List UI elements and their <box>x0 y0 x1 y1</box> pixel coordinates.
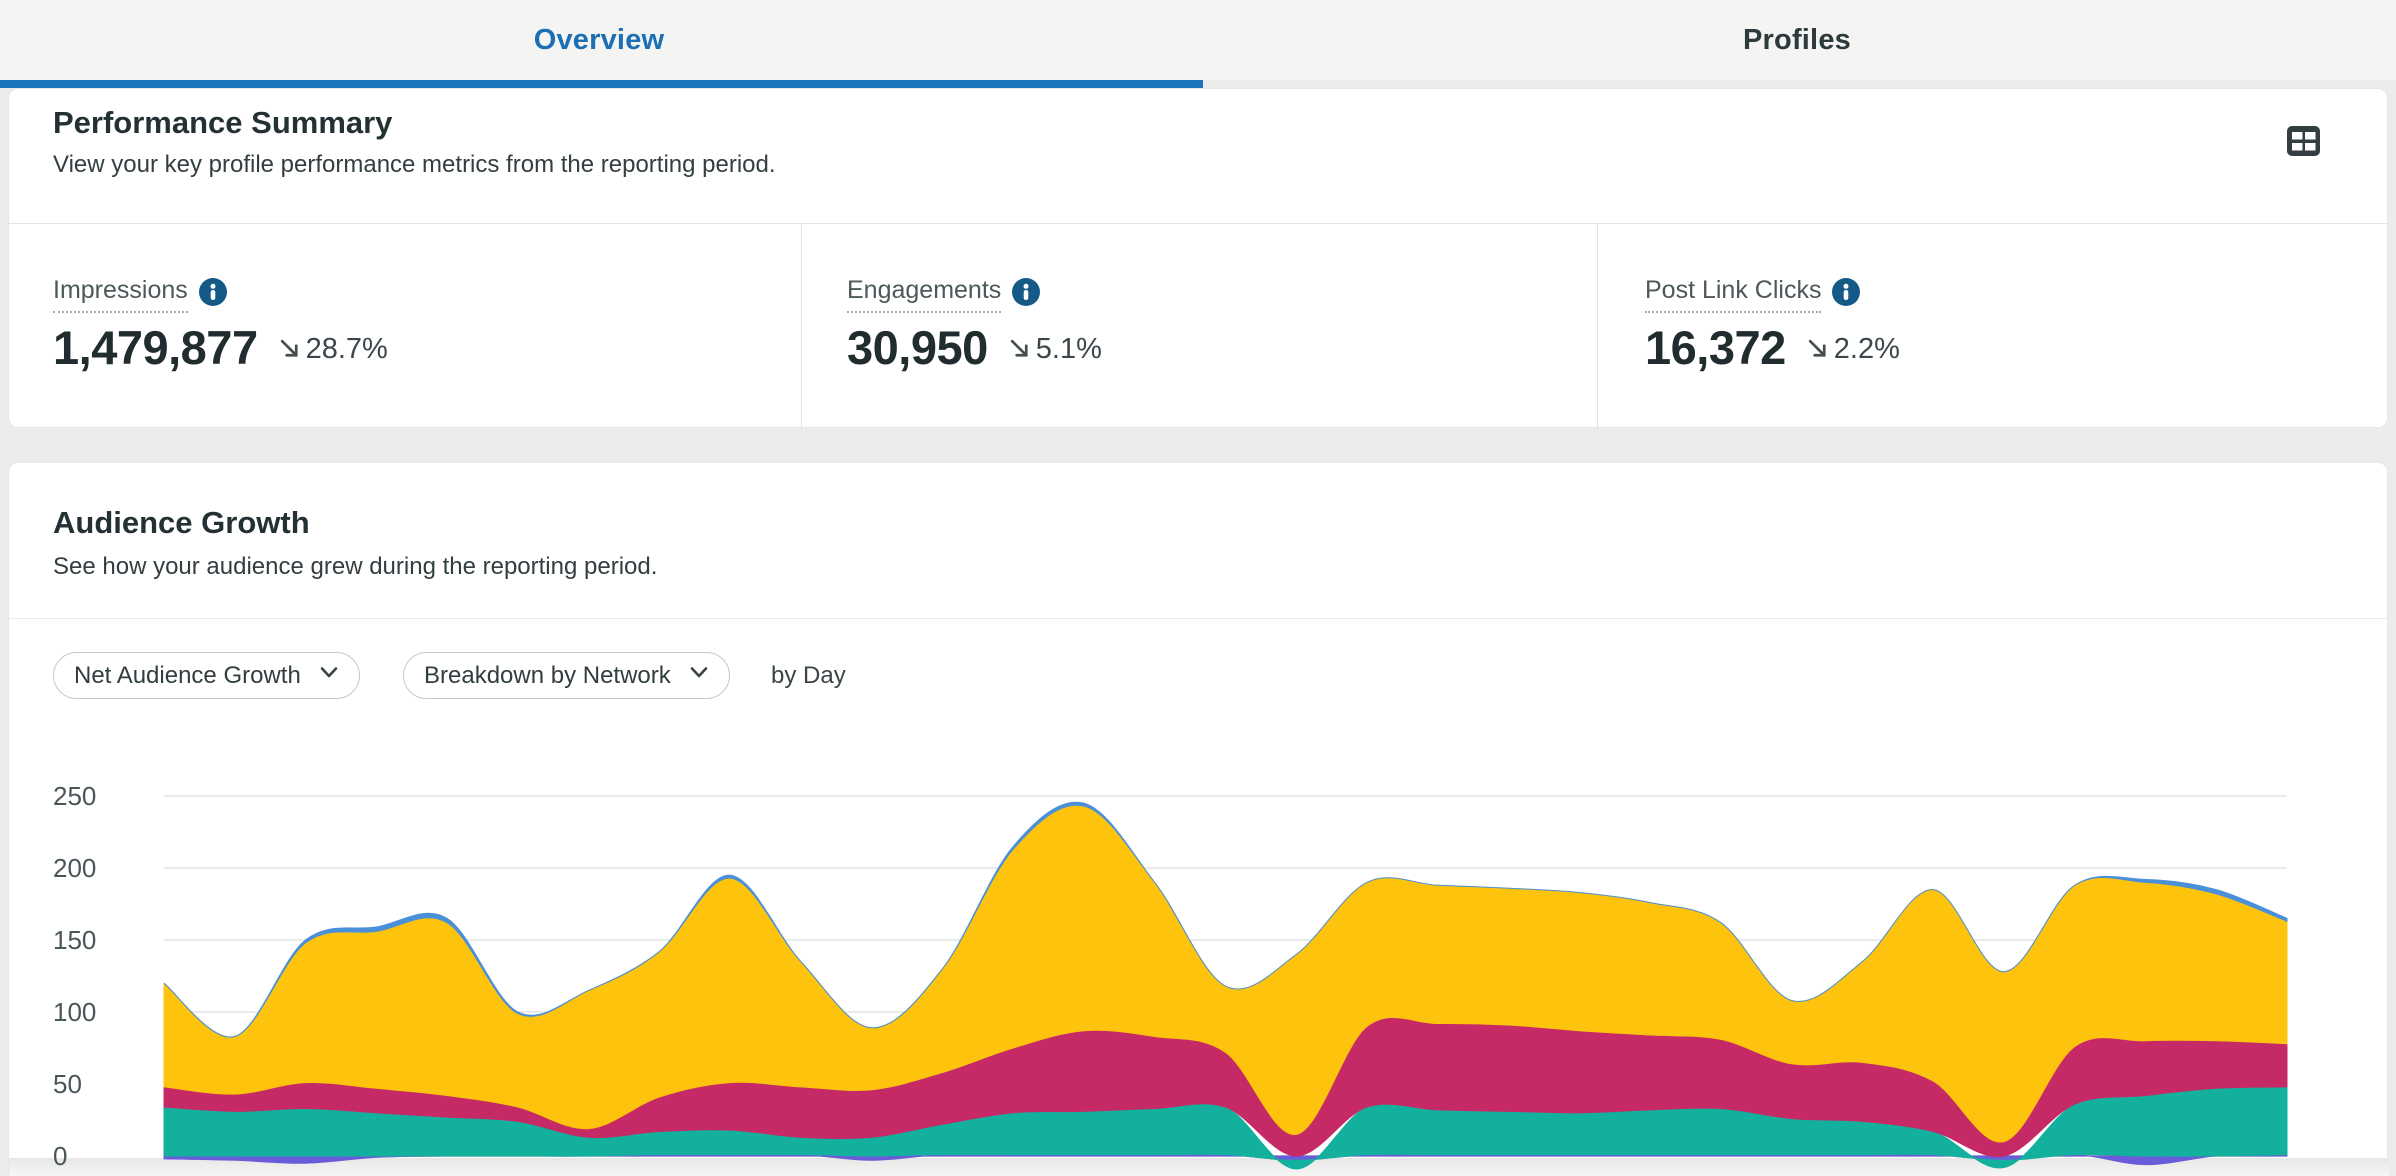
svg-text:0: 0 <box>53 1141 67 1171</box>
performance-summary-title: Performance Summary <box>53 105 393 140</box>
table-grid-icon <box>2286 125 2320 159</box>
chevron-down-icon <box>317 660 341 691</box>
report-tabbar: Overview Profiles <box>0 0 2396 80</box>
metric-impressions: Impressions 1,479,877 <box>9 224 801 429</box>
performance-summary-subtitle: View your key profile performance metric… <box>53 151 776 178</box>
metric-change: 28.7% <box>305 333 388 365</box>
table-view-button[interactable] <box>2284 125 2322 159</box>
granularity-label: by Day <box>771 662 846 689</box>
tab-profiles[interactable]: Profiles <box>1743 23 1851 56</box>
chevron-down-icon <box>687 660 711 691</box>
metric-value-row: 30,950 5.1% <box>847 321 1102 374</box>
metric-post-link-clicks: Post Link Clicks 16,372 <box>1597 224 2387 429</box>
svg-text:100: 100 <box>53 997 96 1027</box>
audience-growth-subtitle: See how your audience grew during the re… <box>53 553 658 580</box>
metric-label-engagements[interactable]: Engagements <box>847 276 1041 313</box>
metric-change: 2.2% <box>1833 333 1900 365</box>
metric-dropdown[interactable]: Net Audience Growth <box>53 652 360 699</box>
info-icon[interactable] <box>198 278 227 311</box>
active-tab-underline <box>0 80 1203 88</box>
audience-growth-title: Audience Growth <box>53 505 310 540</box>
metric-change: 5.1% <box>1035 333 1102 365</box>
metric-engagements: Engagements 30,950 <box>801 224 1597 429</box>
performance-summary-card: Performance Summary View your key profil… <box>8 88 2388 429</box>
audience-growth-card: Audience Growth See how your audience gr… <box>8 462 2389 1176</box>
metric-label-impressions[interactable]: Impressions <box>53 276 227 313</box>
metrics-row: Impressions 1,479,877 <box>9 223 2387 429</box>
metric-value-row: 16,372 2.2% <box>1645 321 1900 374</box>
trend-down-arrow-icon <box>276 335 303 367</box>
trend-down-arrow-icon <box>1804 335 1831 367</box>
chart-controls-row: Net Audience Growth Breakdown by Network… <box>9 618 2387 762</box>
audience-growth-chart: 0 50 100 150 200 250 <box>9 761 2389 1176</box>
info-icon[interactable] <box>1012 278 1041 311</box>
svg-text:250: 250 <box>53 781 96 811</box>
svg-text:50: 50 <box>53 1069 82 1099</box>
svg-text:150: 150 <box>53 925 96 955</box>
metric-label-post-link-clicks[interactable]: Post Link Clicks <box>1645 276 1861 313</box>
breakdown-dropdown[interactable]: Breakdown by Network <box>403 652 730 699</box>
svg-text:200: 200 <box>53 853 96 883</box>
tab-overview[interactable]: Overview <box>533 23 665 56</box>
info-icon[interactable] <box>1832 278 1861 311</box>
trend-down-arrow-icon <box>1006 335 1033 367</box>
metric-value-row: 1,479,877 28.7% <box>53 321 388 374</box>
stacked-area-chart: 0 50 100 150 200 250 <box>9 781 2389 1176</box>
